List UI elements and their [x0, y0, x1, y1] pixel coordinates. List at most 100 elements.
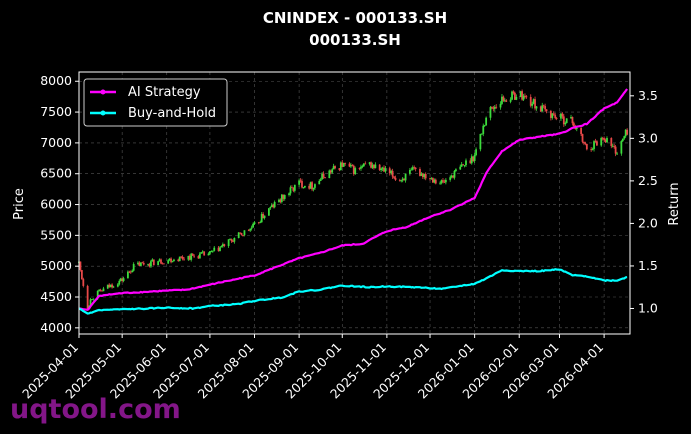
- candle-body: [177, 259, 180, 262]
- candle-body: [459, 166, 462, 170]
- candle-body: [273, 201, 276, 208]
- candle-body: [455, 169, 457, 171]
- candle-body: [453, 170, 456, 178]
- candle-body: [521, 91, 524, 100]
- candle-body: [364, 163, 367, 165]
- candle-body: [148, 264, 151, 267]
- candle-body: [524, 95, 526, 97]
- candle-body: [472, 156, 475, 162]
- candle-body: [150, 261, 152, 267]
- candle-body: [616, 153, 618, 155]
- candle-body: [469, 160, 472, 164]
- candle-body: [534, 99, 536, 109]
- candle-body: [178, 256, 181, 262]
- candle-body: [580, 127, 582, 135]
- candle-body: [193, 255, 195, 257]
- candle-body: [371, 164, 374, 168]
- candle-body: [201, 251, 204, 253]
- y2-tick-label: 2.5: [638, 173, 658, 188]
- candle-body: [600, 137, 603, 146]
- candle-body: [101, 290, 103, 292]
- candle-body: [549, 110, 552, 118]
- candle-body: [158, 259, 161, 262]
- candle-body: [501, 96, 503, 104]
- candle-body: [280, 194, 283, 202]
- y-tick-label: 5500: [40, 227, 72, 242]
- candle-body: [624, 129, 627, 137]
- candle-body: [200, 252, 203, 254]
- candle-body: [302, 187, 305, 189]
- candle-body: [381, 167, 384, 169]
- candle-body: [79, 261, 82, 271]
- candle-body: [512, 91, 515, 94]
- y-tick-label: 5000: [40, 258, 72, 273]
- candle-body: [152, 259, 155, 266]
- y-axis-label: Price: [12, 188, 27, 220]
- candle-body: [348, 163, 351, 167]
- candle-body: [351, 165, 354, 166]
- candle-body: [98, 289, 101, 291]
- candle-body: [443, 181, 446, 183]
- candle-body: [601, 137, 604, 139]
- candle-body: [532, 99, 535, 104]
- candle-body: [127, 271, 129, 279]
- candle-body: [260, 213, 263, 223]
- candle-body: [221, 244, 224, 247]
- candle-body: [109, 284, 112, 288]
- candle-body: [203, 251, 206, 256]
- candle-body: [502, 96, 505, 101]
- candle-body: [482, 125, 485, 134]
- candle-body: [111, 284, 113, 288]
- candle-body: [539, 106, 542, 112]
- y2-tick-label: 1.5: [638, 258, 658, 273]
- candle-body: [531, 103, 534, 106]
- candle-body: [219, 247, 221, 252]
- candle-body: [394, 177, 397, 180]
- candle-body: [462, 164, 465, 166]
- y2-tick-label: 1.0: [638, 300, 658, 315]
- candle-body: [603, 138, 606, 141]
- candle-body: [243, 230, 246, 236]
- candle-body: [230, 239, 233, 242]
- candle-body: [575, 127, 578, 130]
- candle-body: [552, 113, 555, 115]
- candle-body: [384, 168, 387, 172]
- candle-body: [393, 176, 395, 178]
- candle-body: [209, 251, 211, 254]
- candle-body: [621, 138, 624, 142]
- y-tick-label: 8000: [40, 73, 72, 88]
- candle-body: [240, 233, 243, 236]
- candle-body: [511, 91, 513, 100]
- candle-body: [610, 138, 613, 147]
- candle-body: [361, 166, 364, 168]
- candle-body: [564, 122, 567, 125]
- y-tick-label: 6000: [40, 197, 72, 212]
- candle-body: [157, 261, 160, 266]
- candle-body: [613, 145, 616, 147]
- candle-body: [86, 285, 89, 309]
- candle-body: [611, 145, 614, 147]
- candle-body: [490, 107, 493, 108]
- candle-body: [318, 180, 321, 185]
- candle-body: [141, 262, 144, 264]
- candle-body: [374, 164, 377, 169]
- candle-body: [121, 278, 124, 281]
- legend: AI Strategy Buy-and-Hold: [83, 78, 228, 127]
- y2-tick-label: 2.0: [638, 215, 658, 230]
- candle-body: [373, 164, 375, 169]
- candle-body: [503, 100, 506, 102]
- candle-body: [132, 264, 135, 271]
- candle-body: [257, 222, 260, 224]
- candle-body: [160, 259, 162, 264]
- candle-body: [122, 278, 125, 281]
- candle-body: [263, 215, 266, 219]
- legend-box: [83, 78, 228, 127]
- candle-body: [442, 180, 444, 182]
- candle-body: [188, 255, 191, 260]
- candle-body: [173, 259, 175, 262]
- candle-body: [495, 106, 498, 108]
- candle-body: [450, 175, 453, 178]
- return-lines: [78, 88, 628, 315]
- candle-body: [223, 244, 226, 246]
- candle-body: [319, 179, 322, 181]
